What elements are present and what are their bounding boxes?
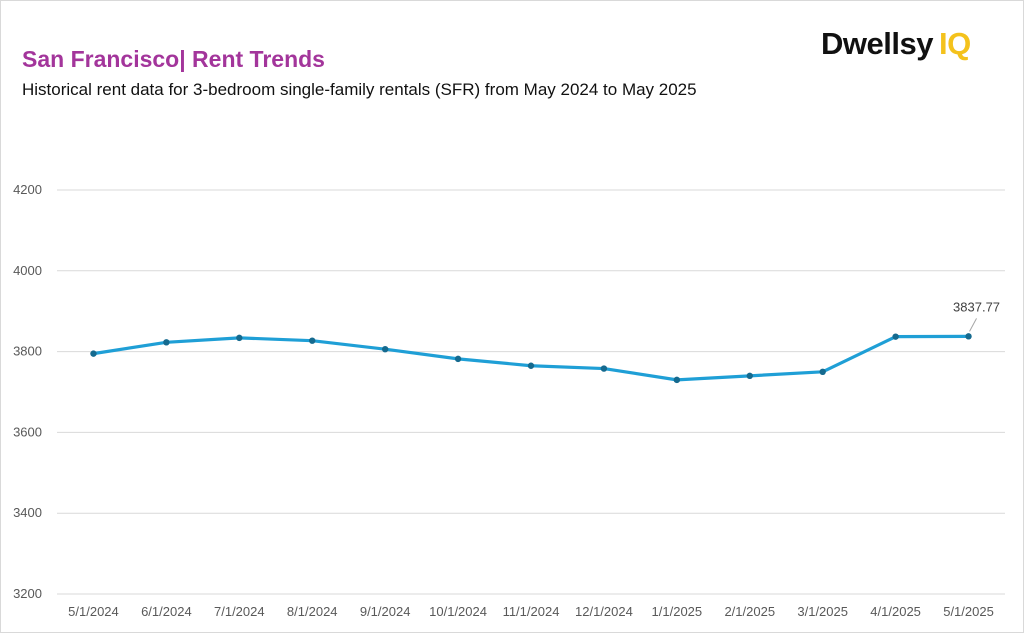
x-tick-label: 12/1/2024 — [575, 604, 633, 619]
series-line-group — [90, 333, 972, 384]
x-tick-label: 8/1/2024 — [287, 604, 338, 619]
data-label-leader — [969, 318, 977, 332]
data-point — [236, 334, 243, 342]
x-tick-label: 5/1/2024 — [68, 604, 119, 619]
x-tick-label: 5/1/2025 — [943, 604, 994, 619]
x-tick-label: 11/1/2024 — [503, 604, 560, 619]
data-point — [309, 337, 316, 344]
series-line — [91, 334, 971, 382]
data-point — [819, 368, 826, 375]
y-tick-label: 4200 — [13, 182, 42, 197]
data-point — [892, 333, 899, 340]
x-tick-label: 3/1/2025 — [797, 604, 848, 619]
x-tick-label: 6/1/2024 — [141, 604, 192, 619]
y-tick-label: 4000 — [13, 263, 42, 278]
y-tick-label: 3600 — [13, 424, 42, 439]
y-tick-label: 3800 — [13, 344, 42, 359]
logo-suffix: IQ — [938, 26, 971, 61]
x-tick-label: 2/1/2025 — [724, 604, 775, 619]
data-point — [163, 339, 170, 346]
x-tick-label: 9/1/2024 — [360, 604, 411, 619]
y-axis-tick-labels: 3200 3400 3600 3800 4000 4200 — [13, 182, 42, 601]
data-labels: 3837.77 — [953, 299, 1000, 332]
x-tick-label: 4/1/2025 — [870, 604, 921, 619]
data-point — [454, 355, 462, 363]
x-tick-label: 7/1/2024 — [214, 604, 265, 619]
gridlines — [57, 189, 1005, 595]
data-point — [600, 365, 608, 372]
x-tick-label: 10/1/2024 — [429, 604, 487, 619]
y-tick-label: 3200 — [13, 586, 42, 601]
data-point — [673, 376, 681, 384]
logo-word: Dwellsy — [821, 26, 933, 61]
data-point — [527, 362, 535, 369]
data-point — [90, 350, 97, 357]
data-point — [746, 372, 753, 380]
y-tick-label: 3400 — [13, 505, 42, 520]
chart-title: San Francisco| Rent Trends — [22, 46, 325, 72]
chart-subtitle: Historical rent data for 3-bedroom singl… — [22, 80, 697, 99]
x-tick-label: 1/1/2025 — [652, 604, 703, 619]
data-point — [381, 345, 389, 353]
data-point — [965, 333, 972, 340]
x-axis-tick-labels: 5/1/2024 6/1/2024 7/1/2024 8/1/2024 9/1/2024… — [68, 604, 994, 619]
dwellsy-iq-logo: Dwellsy IQ — [821, 26, 971, 62]
data-label: 3837.77 — [953, 299, 1000, 314]
